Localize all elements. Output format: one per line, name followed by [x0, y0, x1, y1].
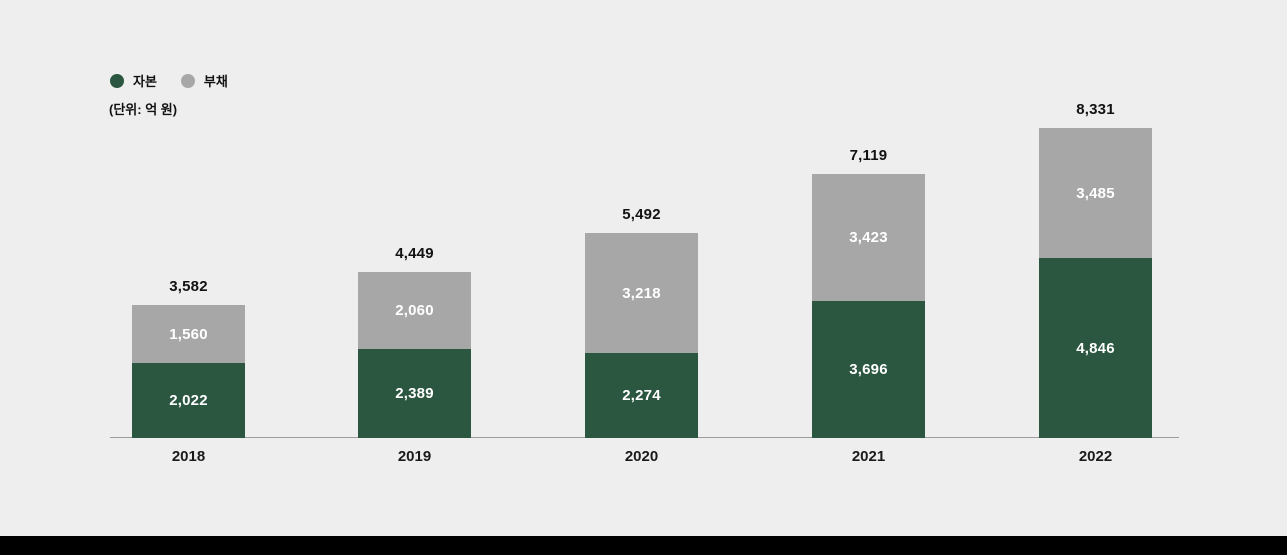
bar-segment-debt-2020: 3,218 — [585, 233, 698, 353]
bar-segment-debt-2018: 1,560 — [132, 305, 245, 363]
x-axis-tick-2019: 2019 — [397, 448, 432, 465]
legend-item-capital: 자본 — [110, 71, 157, 90]
bar-segment-debt-2019: 2,060 — [358, 272, 471, 349]
bar-segment-capital-2018: 2,022 — [132, 363, 245, 438]
bar-segment-capital-2021: 3,696 — [812, 301, 925, 438]
legend-dot-capital-icon — [110, 73, 124, 88]
bar-group-2022: 8,331 3,485 4,846 2022 — [1039, 101, 1152, 465]
bar-segment-debt-2021: 3,423 — [812, 174, 925, 301]
bar-segment-capital-2020: 2,274 — [585, 353, 698, 438]
x-axis-tick-2021: 2021 — [851, 448, 886, 465]
bar-group-2019: 4,449 2,060 2,389 2019 — [358, 245, 471, 465]
bar-total-label-2022: 8,331 — [1076, 101, 1115, 118]
bar-total-label-2019: 4,449 — [395, 245, 434, 262]
segment-value-label-debt-2020: 3,218 — [622, 284, 661, 302]
legend: 자본 부채 — [110, 71, 228, 90]
x-axis-tick-2020: 2020 — [624, 448, 659, 465]
x-axis-tick-2022: 2022 — [1078, 448, 1113, 465]
bar-segment-capital-2019: 2,389 — [358, 349, 471, 438]
bar-group-2020: 5,492 3,218 2,274 2020 — [585, 206, 698, 465]
segment-value-label-capital-2022: 4,846 — [1076, 339, 1115, 357]
bar-total-label-2018: 3,582 — [169, 278, 208, 295]
segment-value-label-capital-2021: 3,696 — [849, 361, 888, 378]
footer-bar — [0, 536, 1287, 555]
bar-segment-capital-2022: 4,846 — [1039, 258, 1152, 438]
segment-value-label-capital-2019: 2,389 — [395, 385, 434, 402]
segment-value-label-debt-2019: 2,060 — [395, 302, 434, 319]
segment-value-label-debt-2018: 1,560 — [169, 325, 208, 343]
segment-value-label-debt-2021: 3,423 — [849, 229, 888, 246]
bar-group-2018: 3,582 1,560 2,022 2018 — [132, 278, 245, 465]
bar-segment-debt-2022: 3,485 — [1039, 128, 1152, 258]
legend-label-capital: 자본 — [133, 74, 157, 89]
bar-total-label-2020: 5,492 — [622, 206, 661, 223]
bar-total-label-2021: 7,119 — [849, 147, 888, 164]
legend-dot-debt-icon — [180, 73, 195, 88]
x-axis-tick-2018: 2018 — [171, 448, 206, 465]
segment-value-label-capital-2018: 2,022 — [169, 392, 208, 409]
legend-label-debt: 부채 — [203, 74, 228, 89]
segment-value-label-debt-2022: 3,485 — [1076, 184, 1115, 202]
segment-value-label-capital-2020: 2,274 — [622, 387, 661, 404]
unit-label: (단위: 억 원) — [109, 102, 178, 117]
legend-item-debt: 부채 — [180, 71, 228, 90]
bar-group-2021: 7,119 3,423 3,696 2021 — [812, 147, 925, 465]
